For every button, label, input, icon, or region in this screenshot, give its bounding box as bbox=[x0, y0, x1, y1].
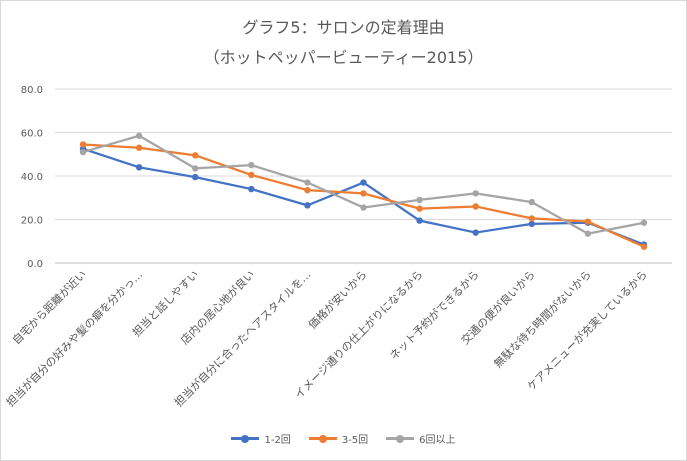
data-point bbox=[360, 204, 367, 211]
legend-swatch bbox=[231, 434, 260, 443]
x-tick-label: 無駄な待ち時間がないから bbox=[491, 267, 594, 370]
data-point bbox=[79, 141, 87, 148]
data-point bbox=[248, 185, 255, 193]
data-point bbox=[248, 171, 255, 179]
data-point bbox=[472, 203, 479, 210]
data-point bbox=[472, 229, 479, 236]
y-tick-label: 0.0 bbox=[27, 259, 43, 270]
data-point bbox=[135, 132, 143, 139]
legend-item: 6回以上 bbox=[386, 431, 456, 446]
data-point bbox=[135, 144, 143, 151]
data-point bbox=[135, 164, 143, 171]
legend-swatch bbox=[386, 434, 415, 443]
data-point bbox=[584, 218, 592, 225]
y-tick-label: 80.0 bbox=[21, 85, 43, 96]
data-point bbox=[640, 243, 648, 250]
chart-subtitle: （ホットペッパービューティー2015） bbox=[203, 48, 484, 67]
data-point bbox=[584, 230, 592, 237]
series-line bbox=[81, 147, 646, 246]
data-point bbox=[528, 215, 535, 222]
y-tick-label: 40.0 bbox=[21, 172, 43, 183]
data-point bbox=[528, 220, 535, 228]
data-point bbox=[528, 198, 535, 206]
legend-swatch bbox=[308, 434, 337, 443]
data-point bbox=[416, 196, 423, 204]
data-point bbox=[416, 205, 423, 212]
legend-item: 3-5回 bbox=[308, 431, 369, 446]
data-point bbox=[416, 217, 423, 224]
data-point bbox=[192, 173, 199, 181]
legend-label: 3-5回 bbox=[341, 435, 369, 446]
data-point bbox=[192, 165, 199, 172]
legend-item: 1-2回 bbox=[231, 431, 291, 446]
data-point bbox=[360, 179, 367, 186]
data-point bbox=[304, 179, 311, 186]
y-tick-label: 60.0 bbox=[21, 129, 43, 140]
x-tick-label: 価格が安いから bbox=[305, 267, 369, 331]
data-point bbox=[472, 190, 479, 197]
data-point bbox=[79, 148, 87, 156]
x-tick-label: ケアメニューが充実しているから bbox=[524, 267, 650, 393]
legend: 1-2回 3-5回 6回以上 bbox=[0, 431, 687, 446]
data-point bbox=[304, 186, 311, 194]
x-tick-label: ネット予約ができるから bbox=[386, 267, 481, 362]
legend-label: 1-2回 bbox=[264, 435, 291, 446]
data-point bbox=[248, 161, 255, 169]
data-point bbox=[304, 202, 311, 209]
data-point bbox=[192, 152, 199, 159]
data-point bbox=[360, 190, 367, 197]
data-point bbox=[640, 219, 648, 226]
chart-title: グラフ5：サロンの定着理由 bbox=[242, 18, 445, 37]
legend-label: 6回以上 bbox=[419, 435, 456, 446]
y-tick-label: 20.0 bbox=[21, 216, 43, 227]
